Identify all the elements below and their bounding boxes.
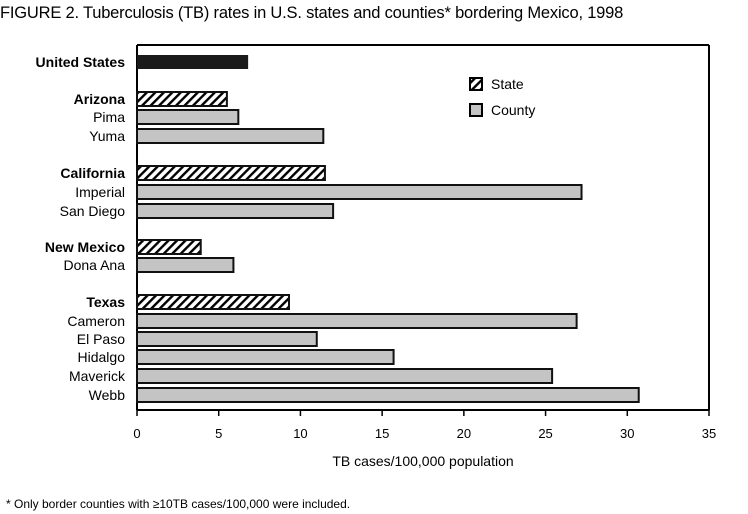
category-label: San Diego [60,203,126,219]
bar-united-states [137,55,249,69]
legend-label: State [491,76,524,92]
category-label: Pima [93,109,125,125]
category-label: Yuma [89,128,125,144]
category-label: Hidalgo [78,349,126,365]
bar-yuma [136,128,325,144]
category-label: Maverick [69,368,126,384]
category-label: Imperial [75,184,125,200]
x-tick-label: 35 [702,426,716,441]
bar-webb [136,387,640,403]
category-label: Texas [86,294,125,310]
footnote: * Only border counties with ≥10TB cases/… [6,497,351,511]
x-tick-label: 30 [620,426,634,441]
category-label: Webb [89,387,126,403]
x-tick-label: 0 [133,426,140,441]
bar-pima [136,109,240,125]
bar-new-mexico [136,239,202,255]
x-tick-label: 20 [457,426,471,441]
category-label: United States [36,54,126,70]
category-label: Dona Ana [64,257,126,273]
bar-cameron [136,313,578,329]
x-axis-label: TB cases/100,000 population [332,453,513,469]
x-tick-label: 25 [538,426,552,441]
x-tick-label: 10 [293,426,307,441]
category-label: Cameron [67,313,125,329]
x-tick-label: 5 [215,426,222,441]
bar-dona-ana [136,257,235,273]
figure-title: FIGURE 2. Tuberculosis (TB) rates in U.S… [0,4,624,22]
category-label: New Mexico [45,239,125,255]
category-label: California [60,165,125,181]
category-label: Arizona [74,91,126,107]
bar-maverick [136,368,554,384]
legend-swatch-county [469,103,483,117]
category-label: El Paso [77,331,125,347]
x-tick-label: 15 [375,426,389,441]
legend-swatch-state [469,77,483,91]
bar-arizona [136,91,228,107]
bar-imperial [136,184,583,200]
bar-el-paso [136,331,318,347]
legend-label: County [491,102,535,118]
bar-california [136,165,326,181]
bar-texas [136,294,290,310]
bar-san-diego [136,203,335,219]
bar-hidalgo [136,349,395,365]
